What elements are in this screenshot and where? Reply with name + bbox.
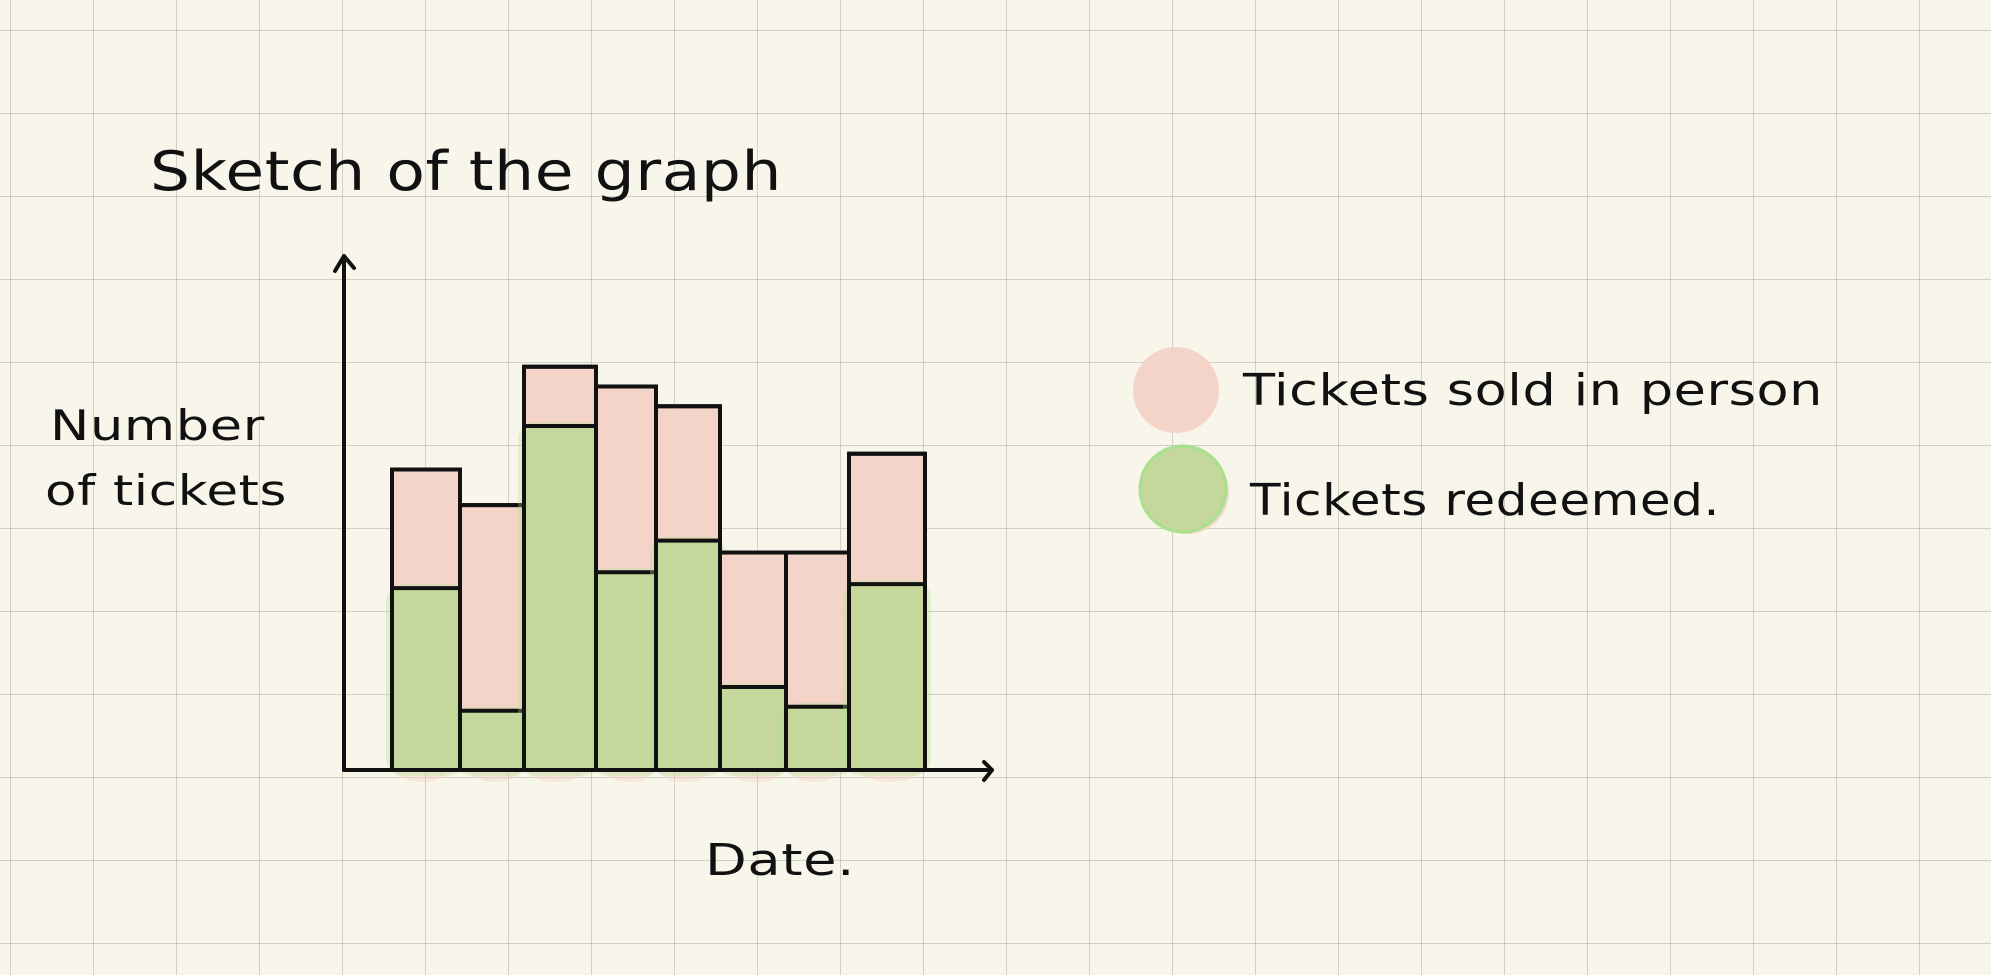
y-axis-arrowhead <box>333 254 356 273</box>
y-axis-label-line-2: of tickets <box>45 466 287 515</box>
legend-swatch-sold <box>1133 347 1219 433</box>
legend-label-redeemed: Tickets redeemed. <box>1249 475 1720 526</box>
bar-tickets-redeemed <box>460 710 524 770</box>
plot-area <box>333 254 994 782</box>
y-axis-label-line-1: Number <box>50 401 265 450</box>
chart-title: Sketch of the graph <box>150 140 782 203</box>
x-axis-label: Date. <box>705 835 855 886</box>
bar-tickets-redeemed <box>656 540 720 770</box>
bar-tickets-redeemed <box>849 584 925 770</box>
bar-tickets-redeemed <box>786 706 849 770</box>
legend-label-sold: Tickets sold in person <box>1242 365 1823 416</box>
bar-tickets-redeemed <box>392 588 460 770</box>
bar-tickets-redeemed <box>524 426 596 770</box>
legend-swatch-redeemed <box>1138 444 1228 534</box>
bar-tickets-redeemed <box>596 572 656 770</box>
legend: Tickets sold in person Tickets redeemed. <box>1133 347 1823 534</box>
bar-tickets-redeemed <box>720 686 786 770</box>
x-axis-arrowhead <box>982 760 994 782</box>
